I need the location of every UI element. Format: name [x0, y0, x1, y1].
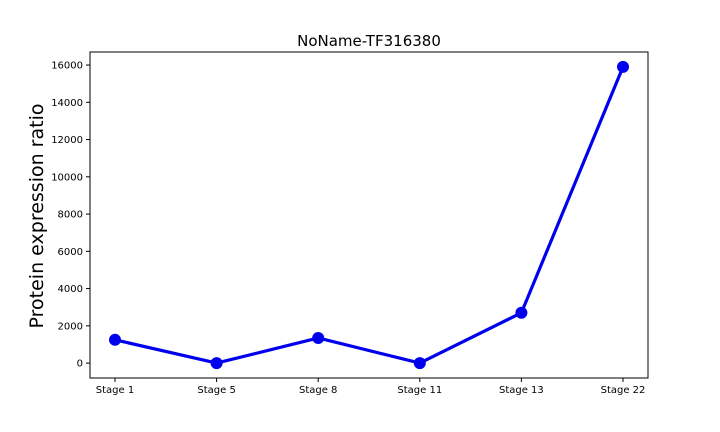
x-tick-label: Stage 11: [397, 385, 442, 396]
y-axis: 0 2000 4000 6000 8000 10000 12000 14000 16000: [51, 61, 90, 370]
y-axis-label: Protein expression ratio: [26, 104, 48, 329]
x-axis: Stage 1 Stage 5 Stage 8 Stage 11 Stage 13 Sta…: [96, 378, 646, 396]
y-tick-label: 10000: [51, 172, 83, 183]
series-layer: [109, 60, 629, 370]
x-tick-label: Stage 8: [299, 385, 337, 396]
data-point: [617, 60, 629, 73]
y-tick-label: 12000: [51, 135, 83, 146]
y-tick-label: 6000: [58, 247, 83, 258]
y-tick-label: 16000: [51, 61, 83, 72]
series-line: [114, 66, 625, 365]
data-point: [109, 333, 121, 346]
x-tick-label: Stage 1: [96, 385, 134, 396]
x-tick-label: Stage 22: [601, 385, 646, 396]
data-point: [312, 331, 325, 344]
y-tick-label: 2000: [58, 321, 83, 332]
x-tick-label: Stage 5: [197, 385, 235, 396]
y-tick-label: 4000: [58, 284, 83, 295]
data-point: [515, 306, 528, 319]
y-tick-label: 8000: [58, 210, 83, 221]
plot-frame: [89, 51, 649, 379]
y-tick-label: 0: [77, 359, 83, 370]
data-point: [210, 357, 223, 370]
x-tick-label: Stage 13: [499, 385, 544, 396]
y-tick-label: 14000: [51, 98, 83, 109]
data-point: [413, 357, 426, 370]
chart-title: NoName-TF316380: [297, 32, 441, 50]
